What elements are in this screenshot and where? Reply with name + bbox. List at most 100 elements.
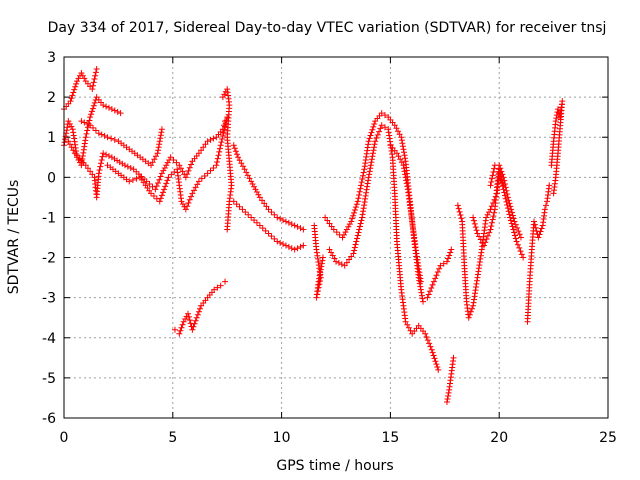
data-point <box>397 156 404 163</box>
data-point <box>470 217 477 224</box>
data-point <box>357 220 364 227</box>
data-point <box>224 226 231 233</box>
data-point <box>84 127 91 134</box>
data-point <box>263 203 270 210</box>
data-point <box>98 156 105 163</box>
data-point <box>185 200 192 207</box>
data-point <box>316 275 323 282</box>
data-point <box>146 181 153 188</box>
data-point <box>178 324 185 331</box>
data-point <box>467 308 474 315</box>
data-point <box>75 75 82 82</box>
data-point <box>148 190 155 197</box>
data-point <box>151 156 158 163</box>
data-point <box>74 78 81 85</box>
data-point <box>243 169 250 176</box>
data-point <box>471 220 478 227</box>
data-point <box>92 127 99 134</box>
data-point <box>338 261 345 268</box>
data-point <box>434 268 441 275</box>
data-point <box>78 118 85 125</box>
data-point <box>354 232 361 239</box>
data-point <box>161 186 168 193</box>
data-point <box>198 147 205 154</box>
data-point <box>90 124 97 131</box>
data-point <box>157 195 164 202</box>
series-track-m <box>387 142 424 285</box>
data-point <box>176 330 183 337</box>
data-point <box>328 249 335 256</box>
data-point <box>455 205 462 212</box>
data-point <box>297 243 304 250</box>
data-point <box>300 226 307 233</box>
data-point <box>198 175 205 182</box>
data-point <box>368 156 375 163</box>
data-point <box>244 172 251 179</box>
data-point <box>318 260 325 267</box>
data-point <box>531 221 538 228</box>
data-point <box>436 265 443 272</box>
data-point <box>356 223 363 230</box>
data-point <box>371 144 378 151</box>
data-point <box>84 165 91 172</box>
data-point <box>474 230 481 237</box>
data-point <box>194 181 201 188</box>
data-point <box>498 175 505 182</box>
data-point <box>343 226 350 233</box>
data-point <box>192 317 199 324</box>
data-point <box>291 246 298 253</box>
data-point <box>178 198 185 205</box>
data-point <box>509 223 516 230</box>
data-point <box>331 255 338 262</box>
data-point <box>428 285 435 292</box>
data-point <box>149 159 156 166</box>
data-point <box>90 102 97 109</box>
data-point <box>195 308 202 315</box>
data-point <box>156 141 163 148</box>
data-point <box>97 160 104 167</box>
data-point <box>377 125 384 132</box>
data-point <box>82 134 89 141</box>
data-point <box>280 241 287 248</box>
data-point <box>294 223 301 230</box>
data-point <box>99 153 106 160</box>
data-point <box>393 125 400 132</box>
data-point <box>210 135 217 142</box>
data-point <box>345 223 352 230</box>
data-point <box>554 106 561 113</box>
data-point <box>364 183 371 190</box>
data-point <box>376 128 383 135</box>
data-point <box>447 249 454 256</box>
data-point <box>482 239 489 246</box>
data-point <box>248 214 255 221</box>
data-point <box>268 233 275 240</box>
data-point <box>87 114 94 121</box>
y-tick-label: -6 <box>42 411 56 427</box>
data-point <box>512 221 519 228</box>
data-point <box>355 229 362 236</box>
data-point <box>432 358 439 365</box>
data-point <box>404 321 411 328</box>
data-point <box>517 248 524 255</box>
data-point <box>318 263 325 270</box>
data-point <box>251 183 258 190</box>
data-point <box>100 102 107 109</box>
data-point <box>367 162 374 169</box>
data-point <box>230 142 237 149</box>
data-point <box>515 228 522 235</box>
data-point <box>366 135 373 142</box>
data-point <box>197 305 203 312</box>
data-point <box>271 211 278 218</box>
data-point <box>489 216 496 223</box>
data-point <box>333 258 339 265</box>
data-point <box>341 262 348 269</box>
data-point <box>362 195 369 202</box>
data-point <box>359 175 366 182</box>
data-point <box>517 234 524 241</box>
data-point <box>531 218 538 225</box>
data-point <box>89 105 96 112</box>
data-point <box>114 108 121 115</box>
data-point <box>162 183 169 190</box>
data-point <box>72 83 79 90</box>
